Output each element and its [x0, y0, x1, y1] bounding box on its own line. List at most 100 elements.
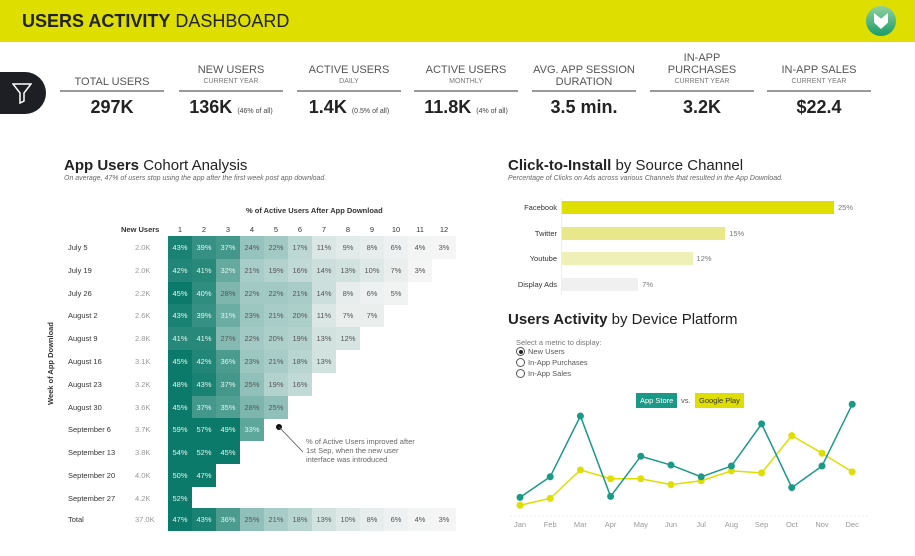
kpi-label-text: ACTIVE USERS: [425, 64, 507, 76]
cohort-cell: 21%: [240, 258, 264, 282]
header-bar: USERS ACTIVITY DASHBOARD: [0, 0, 915, 42]
kpi-label: IN-APP PURCHASES CURRENT YEAR: [650, 52, 754, 88]
cohort-cell: 25%: [264, 395, 288, 419]
cohort-cell: 3%: [408, 258, 432, 282]
kpi-sublabel: CURRENT YEAR: [674, 78, 730, 85]
cohort-new-users: 3.1K: [135, 357, 151, 366]
cohort-cell: 10%: [336, 508, 360, 531]
cohort-cell: 25%: [240, 508, 264, 531]
data-point[interactable]: [727, 467, 735, 475]
bar-value: 15%: [729, 228, 745, 238]
cohort-column-header: 1: [177, 225, 183, 234]
cohort-cell: 28%: [240, 395, 264, 419]
kpi-value-text: 297K: [90, 97, 134, 117]
cohort-cell: 13%: [336, 258, 360, 282]
cohort-week-label: Total: [68, 515, 84, 524]
cohort-cell: 42%: [168, 258, 192, 282]
cohort-cell: 12%: [336, 327, 360, 351]
metric-radio-in-app-sales[interactable]: In-App Sales: [516, 369, 571, 378]
cohort-cell: 7%: [384, 258, 408, 282]
kpi-label: ACTIVE USERS MONTHLY: [414, 62, 518, 88]
brand-logo: [866, 6, 896, 36]
metric-radio-new-users[interactable]: New Users: [516, 347, 565, 356]
data-point[interactable]: [848, 468, 856, 476]
cohort-week-label: August 2: [68, 311, 98, 321]
data-point[interactable]: [516, 493, 524, 501]
data-point[interactable]: [576, 412, 584, 420]
cohort-cell: 41%: [192, 258, 216, 282]
kpi-card: TOTAL USERS 297K: [60, 62, 164, 118]
data-point[interactable]: [848, 400, 856, 408]
data-point[interactable]: [637, 475, 645, 483]
data-point[interactable]: [727, 462, 735, 470]
cohort-cell: 8%: [336, 281, 360, 305]
cohort-cell: 16%: [288, 372, 312, 396]
data-point[interactable]: [788, 432, 796, 440]
data-point[interactable]: [667, 481, 675, 489]
cohort-cell: 20%: [288, 304, 312, 328]
month-tick-label: Apr: [604, 520, 617, 529]
cohort-cell: 36%: [216, 508, 240, 531]
radio-circle[interactable]: [516, 369, 525, 378]
kpi-label-text: IN-APP PURCHASES: [667, 52, 737, 76]
kpi-card: IN-APP SALES CURRENT YEAR $22.4: [767, 62, 871, 118]
cohort-column-header: 7: [321, 225, 327, 234]
cohort-cell: 3%: [432, 508, 456, 531]
cohort-new-users: 2.6K: [135, 311, 151, 321]
kpi-value: 1.4K (0.5% of all): [297, 97, 401, 118]
cohort-cell: 45%: [216, 441, 240, 465]
cohort-new-users: 3.2K: [135, 379, 151, 389]
kpi-sublabel: DAILY: [339, 78, 359, 85]
kpi-value: 297K: [60, 97, 164, 118]
radio-circle[interactable]: [516, 347, 525, 356]
data-point[interactable]: [576, 466, 584, 474]
bar: [562, 252, 693, 265]
click-install-title: Click-to-Install by Source Channel: [508, 157, 744, 174]
data-point[interactable]: [607, 492, 615, 500]
data-point[interactable]: [667, 461, 675, 469]
cohort-cell: 21%: [264, 304, 288, 328]
metric-radio-in-app-purchases[interactable]: In-App Purchases: [516, 358, 588, 367]
data-point[interactable]: [788, 484, 796, 492]
cohort-cell: 42%: [192, 350, 216, 373]
cohort-cell: 13%: [312, 327, 336, 351]
cohort-cell: 47%: [168, 508, 192, 531]
data-point[interactable]: [607, 475, 615, 483]
radio-circle[interactable]: [516, 358, 525, 367]
data-point[interactable]: [697, 473, 705, 481]
cohort-new-users: 4.0K: [135, 471, 151, 480]
kpi-value: 11.8K (4% of all): [414, 97, 518, 118]
filter-button[interactable]: [0, 72, 46, 114]
cohort-column-header: 2: [201, 225, 207, 234]
cohort-title: App Users Cohort Analysis: [64, 157, 248, 174]
cohort-cell: 47%: [192, 464, 216, 487]
cohort-new-users: 4.2K: [135, 493, 151, 503]
kpi-card: ACTIVE USERS MONTHLY 11.8K (4% of all): [414, 62, 518, 118]
data-point[interactable]: [758, 469, 766, 477]
data-point[interactable]: [637, 452, 645, 460]
data-point[interactable]: [546, 494, 554, 502]
cohort-cell: 8%: [360, 236, 384, 259]
month-tick-label: Mar: [573, 520, 587, 529]
cohort-cell: 10%: [360, 258, 384, 282]
cohort-cell: 21%: [264, 508, 288, 531]
line-chart: [510, 400, 870, 517]
dashboard-title: USERS ACTIVITY DASHBOARD: [22, 11, 290, 31]
data-point[interactable]: [516, 501, 524, 509]
data-point[interactable]: [818, 449, 826, 457]
kpi-note: (46% of all): [237, 108, 273, 115]
cohort-cell: 23%: [240, 350, 264, 373]
data-point[interactable]: [818, 462, 826, 470]
kpi-note: (0.5% of all): [351, 108, 390, 115]
cohort-week-label: July 26: [68, 288, 92, 298]
data-point[interactable]: [758, 420, 766, 428]
cohort-new-users: 2.8K: [135, 334, 151, 344]
cohort-subtitle: On average, 47% of users stop using the …: [64, 175, 327, 182]
data-point[interactable]: [546, 473, 554, 481]
cohort-week-label: August 23: [68, 379, 102, 389]
cohort-column-header: 4: [249, 225, 255, 234]
cohort-cell: 21%: [264, 350, 288, 373]
cohort-cell: 16%: [288, 258, 312, 282]
cohort-cell: 7%: [360, 304, 384, 328]
cohort-cell: 18%: [288, 508, 312, 531]
